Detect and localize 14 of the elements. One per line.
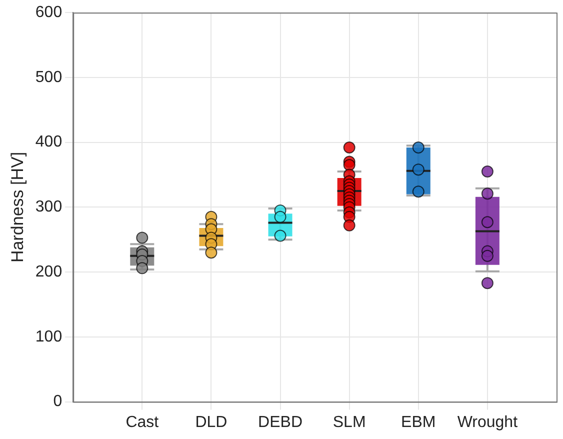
x-tick-label: Wrought	[457, 414, 518, 431]
x-tick-label: EBM	[401, 414, 436, 431]
y-axis-title: Hardness [HV]	[8, 152, 27, 262]
y-tick-label: 200	[35, 263, 62, 280]
y-tick-label: 100	[35, 328, 62, 346]
y-tick-label: 0	[53, 393, 62, 410]
y-tick-label: 300	[35, 198, 62, 216]
x-tick-label: Cast	[126, 414, 160, 431]
y-tick-label: 500	[35, 68, 62, 86]
x-tick-label: DLD	[195, 414, 228, 431]
x-tick-label: DEBD	[258, 414, 302, 431]
y-tick-label: 600	[35, 4, 62, 22]
y-tick-label: 400	[35, 134, 62, 151]
x-tick-label: SLM	[332, 414, 366, 431]
